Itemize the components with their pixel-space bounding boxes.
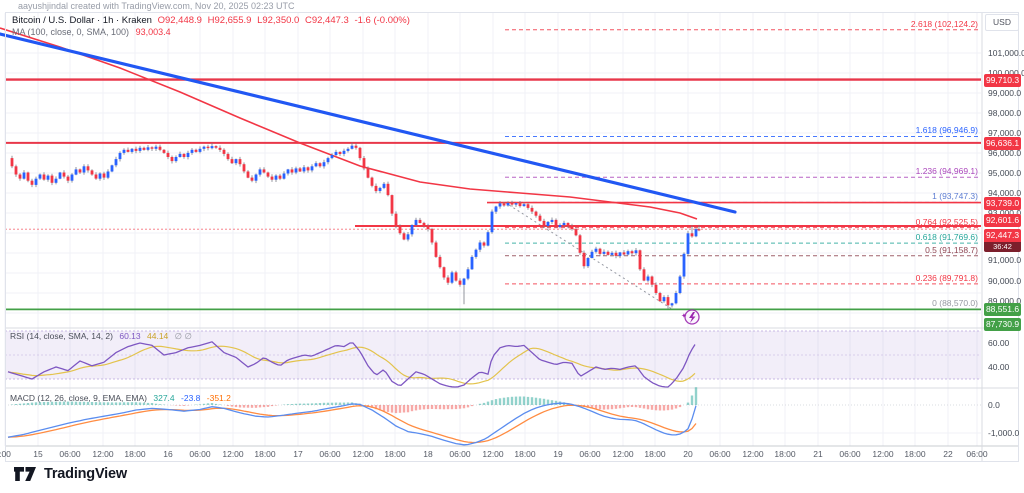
rsi-legend[interactable]: RSI (14, close, SMA, 14, 2) 60.13 44.14 … (10, 331, 192, 342)
price-axis-badge: 88,551.6 (984, 302, 1021, 316)
price-axis-tick[interactable]: 101,000.0 (988, 48, 1024, 58)
fib-level-label: 0.5 (91,158.7) (925, 244, 978, 255)
rsi-empty-values: ∅ ∅ (174, 331, 192, 341)
rsi-axis-tick[interactable]: 40.00 (988, 362, 1010, 372)
time-axis-tick[interactable]: 18:00 (904, 449, 926, 459)
time-axis-tick[interactable]: 12:00 (352, 449, 374, 459)
fib-level-label: 0.236 (89,791.8) (915, 272, 978, 283)
time-axis-tick[interactable]: 12:00 (742, 449, 764, 459)
time-axis-tick[interactable]: 22 (943, 449, 953, 459)
time-axis-tick[interactable]: 18 (423, 449, 433, 459)
time-axis-tick[interactable]: 06:00 (319, 449, 341, 459)
fib-level-label: 1 (93,747.3) (932, 191, 978, 202)
time-axis-tick[interactable]: 06:00 (449, 449, 471, 459)
fib-level-label: 0 (88,570.0) (932, 298, 978, 309)
price-axis-tick[interactable]: 89,000.0 (988, 296, 1022, 306)
macd-label: MACD (12, 26, close, 9, EMA, EMA) (10, 393, 147, 403)
symbol-legend[interactable]: Bitcoin / U.S. Dollar · 1h · Kraken O92,… (12, 15, 410, 26)
macd-axis-tick[interactable]: -1,000.0 (988, 428, 1020, 438)
price-axis-tick[interactable]: 97,000.0 (988, 128, 1022, 138)
price-axis-tick[interactable]: 98,000.0 (988, 108, 1022, 118)
macd-signal-value: -351.2 (206, 393, 231, 403)
tradingview-logo-icon (14, 466, 36, 481)
ma-label: MA (100, close, 0, SMA, 100) (12, 27, 130, 37)
time-axis-tick[interactable]: 18:00 (384, 449, 406, 459)
time-axis-tick[interactable]: 12:00 (222, 449, 244, 459)
time-axis-tick[interactable]: 12:00 (872, 449, 894, 459)
last-price-value: 92,447.3 (984, 229, 1021, 242)
price-axis-tick[interactable]: 99,000.0 (988, 88, 1022, 98)
rsi-value: 60.13 (119, 331, 141, 341)
ohlc-open: O92,448.9 (157, 15, 202, 26)
fib-level-label: 0.618 (91,769.6) (915, 232, 978, 243)
ohlc-low: L92,350.0 (257, 15, 300, 26)
price-axis-tick[interactable]: 91,000.0 (988, 255, 1022, 265)
time-axis-tick[interactable]: 17 (293, 449, 303, 459)
time-axis-tick[interactable]: 18:00 (514, 449, 536, 459)
ohlc-close: C92,447.3 (304, 15, 349, 26)
last-price-badge: 92,447.3 36:42 (984, 229, 1021, 252)
time-axis-tick[interactable]: 18:00 (644, 449, 666, 459)
time-axis-tick[interactable]: 06:00 (966, 449, 988, 459)
fib-level-label: 0.764 (92,525.5) (915, 216, 978, 227)
fib-level-label: 2.618 (102,124.2) (910, 18, 978, 29)
price-axis-tick[interactable]: 95,000.0 (988, 168, 1022, 178)
rsi-label: RSI (14, close, SMA, 14, 2) (10, 331, 113, 341)
rsi-axis-tick[interactable]: 60.00 (988, 338, 1010, 348)
macd-hist-value: 327.4 (153, 393, 175, 403)
macd-legend[interactable]: MACD (12, 26, close, 9, EMA, EMA) 327.4 … (10, 393, 231, 403)
time-axis-tick[interactable]: 06:00 (839, 449, 861, 459)
symbol-title: Bitcoin / U.S. Dollar · 1h · Kraken (12, 15, 152, 26)
macd-axis-tick[interactable]: 0.0 (988, 400, 1000, 410)
footer-branding[interactable]: TradingView (14, 466, 127, 482)
bar-countdown: 36:42 (984, 242, 1021, 252)
svg-text:✦: ✦ (681, 312, 687, 320)
fib-level-label: 1.236 (94,969.1) (915, 166, 978, 177)
tradingview-wordmark: TradingView (44, 466, 127, 482)
price-axis-tick[interactable]: 96,000.0 (988, 148, 1022, 158)
ohlc-high: H92,655.9 (207, 15, 252, 26)
ma-legend[interactable]: MA (100, close, 0, SMA, 100) 93,003.4 (12, 27, 171, 37)
time-axis-tick[interactable]: 06:00 (59, 449, 81, 459)
time-axis-tick[interactable]: :00 (0, 449, 11, 459)
price-axis-tick[interactable]: 93,000.0 (988, 208, 1021, 218)
time-axis-tick[interactable]: 18:00 (254, 449, 276, 459)
time-axis-tick[interactable]: 21 (813, 449, 823, 459)
time-axis-tick[interactable]: 18:00 (124, 449, 146, 459)
price-axis-badge: 93,739.0 (984, 196, 1021, 210)
price-axis-badge: 99,710.3 (984, 73, 1021, 87)
time-axis-tick[interactable]: 12:00 (92, 449, 114, 459)
price-axis-badge: 87,730.9 (984, 317, 1021, 331)
currency-label[interactable]: USD (985, 14, 1019, 31)
time-axis-tick[interactable]: 06:00 (709, 449, 731, 459)
ohlc-change: -1.6 (-0.00%) (354, 15, 410, 26)
time-axis-tick[interactable]: 20 (683, 449, 693, 459)
time-axis-tick[interactable]: 06:00 (189, 449, 211, 459)
macd-line-value: -23.8 (181, 393, 201, 403)
price-axis-tick[interactable]: 94,000.0 (988, 188, 1022, 198)
time-axis-tick[interactable]: 19 (553, 449, 563, 459)
price-axis-tick[interactable]: 100,000.0 (988, 68, 1024, 78)
rsi-ma-value: 44.14 (147, 331, 169, 341)
time-axis-tick[interactable]: 06:00 (579, 449, 601, 459)
time-axis-tick[interactable]: 18:00 (774, 449, 796, 459)
ma-value: 93,003.4 (135, 27, 171, 37)
time-axis-tick[interactable]: 12:00 (482, 449, 504, 459)
price-axis-tick[interactable]: 90,000.0 (988, 276, 1022, 286)
fib-level-label: 1.618 (96,946.9) (915, 125, 978, 136)
time-axis-tick[interactable]: 16 (163, 449, 173, 459)
time-axis-tick[interactable]: 12:00 (612, 449, 634, 459)
price-axis-badge: 92,601.6 (984, 213, 1021, 227)
time-axis-tick[interactable]: 15 (33, 449, 43, 459)
price-axis-badge: 96,636.1 (984, 136, 1021, 150)
attribution-text: aayushjindal created with TradingView.co… (18, 1, 295, 11)
